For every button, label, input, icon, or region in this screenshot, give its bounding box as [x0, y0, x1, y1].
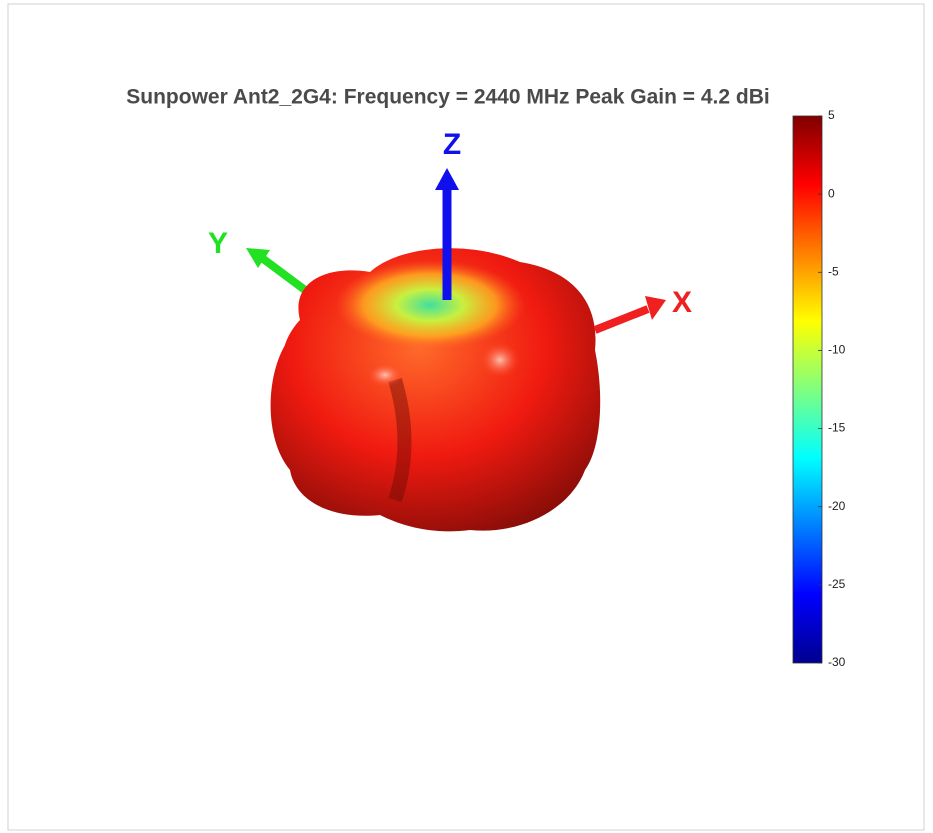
pattern-surface — [246, 168, 666, 532]
x-axis-arrowhead — [645, 296, 666, 320]
colorbar-tick-label: -10 — [828, 343, 846, 357]
colorbar-tick-label: -20 — [828, 499, 846, 513]
x-axis-label: X — [672, 286, 692, 319]
colorbar-tick-label: -5 — [828, 264, 839, 278]
z-axis-arrowhead — [435, 168, 459, 190]
pattern-crease — [388, 377, 412, 503]
x-axis-arrow — [593, 305, 650, 334]
frame — [7, 3, 925, 831]
pattern-highlight — [367, 363, 403, 387]
y-axis-arrow — [259, 254, 308, 294]
colorbar — [792, 115, 823, 664]
colorbar-tick-label: -15 — [828, 421, 846, 435]
y-axis-arrowhead — [246, 248, 270, 268]
z-axis-label: Z — [443, 128, 461, 161]
colorbar-tick-label: 5 — [828, 108, 835, 122]
pattern-highlight — [480, 342, 520, 378]
pattern-null — [335, 260, 525, 350]
colorbar-tick-label: 0 — [828, 186, 835, 200]
chart-title: Sunpower Ant2_2G4: Frequency = 2440 MHz … — [126, 86, 769, 109]
colorbar-tick-label: -30 — [828, 655, 846, 669]
colorbar-tick-label: -25 — [828, 577, 846, 591]
y-axis-label: Y — [208, 227, 228, 260]
